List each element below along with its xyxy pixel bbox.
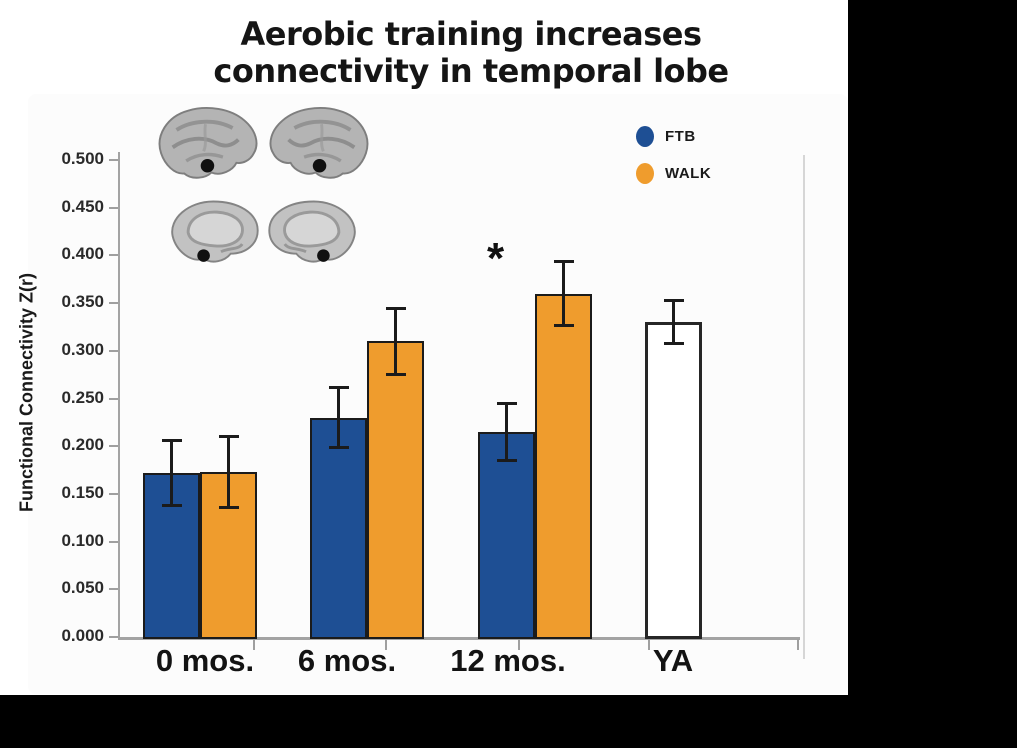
error-bar-stem	[562, 261, 565, 326]
y-tick-label: 0.400	[61, 244, 104, 264]
significance-asterisk: *	[487, 234, 505, 283]
error-bar-cap-bottom	[385, 372, 406, 376]
bar-walk-0mos	[200, 471, 257, 639]
y-tickmark	[109, 206, 118, 209]
y-tick-label: 0.350	[61, 292, 104, 312]
y-tick-label: 0.200	[61, 435, 104, 455]
bar-ya-YA	[645, 322, 702, 639]
y-tickmark	[109, 302, 118, 305]
error-bar-cap-top	[385, 306, 406, 310]
legend-label-walk: WALK	[665, 164, 712, 182]
x-tickmark	[385, 639, 387, 650]
error-bar-cap-bottom	[161, 504, 182, 508]
legend-item-walk: WALK	[636, 159, 711, 187]
seed-region-dot	[197, 249, 210, 262]
brain-images	[157, 106, 370, 264]
brain-lateral-right	[268, 106, 370, 180]
y-tick-label: 0.100	[61, 530, 104, 550]
y-tickmark	[109, 397, 118, 400]
y-tickmark	[109, 159, 118, 161]
x-category-label: 12 mos.	[450, 643, 566, 678]
y-tickmark	[109, 254, 118, 257]
legend-item-ftb: FTB	[636, 122, 711, 150]
ftb-swatch-icon	[636, 125, 654, 147]
x-tickmark	[648, 639, 650, 650]
x-category-label: 6 mos.	[297, 643, 397, 678]
bar-walk-12mos	[535, 293, 592, 639]
error-bar-cap-bottom	[663, 342, 684, 346]
x-tickmark	[797, 639, 799, 650]
letterbox-bottom	[0, 695, 1017, 748]
letterbox-right	[848, 0, 1017, 748]
seed-region-dot	[200, 158, 215, 173]
y-axis-title: Functional Connectivity Z(r)	[16, 273, 37, 513]
error-bar-cap-bottom	[553, 323, 574, 327]
y-tickmark	[109, 492, 118, 495]
y-tick-label: 0.500	[61, 149, 104, 168]
error-bar-stem	[505, 403, 508, 461]
y-tickmark	[109, 445, 118, 448]
error-bar-cap-top	[161, 438, 182, 442]
bar-walk-6mos	[367, 341, 424, 639]
bar-ftb-12mos	[478, 431, 535, 639]
right-frame-line	[803, 155, 805, 659]
error-bar-cap-top	[553, 260, 574, 264]
x-tickmark	[518, 639, 520, 650]
x-tickmark	[253, 639, 255, 650]
chart-title-line2: connectivity in temporal lobe	[213, 52, 729, 90]
seed-region-dot	[312, 158, 327, 173]
legend-label-ftb: FTB	[665, 127, 696, 145]
error-bar-stem	[227, 435, 230, 509]
seed-region-dot	[317, 249, 330, 262]
x-category-label: YA	[652, 643, 694, 678]
chart-title-line1: Aerobic training increases	[240, 15, 702, 53]
error-bar-cap-top	[663, 299, 684, 303]
error-bar-cap-top	[328, 386, 349, 390]
brain-lateral-left	[157, 106, 259, 180]
error-bar-stem	[337, 387, 340, 449]
error-bar-stem	[394, 307, 397, 375]
y-tick-label: 0.450	[61, 196, 104, 216]
legend: FTB WALK	[636, 122, 711, 196]
y-axis-line	[118, 152, 120, 639]
walk-swatch-icon	[636, 162, 654, 184]
y-tick-label: 0.250	[61, 387, 104, 407]
error-bar-cap-bottom	[218, 506, 239, 510]
error-bar-cap-top	[218, 434, 239, 438]
y-tick-label: 0.150	[61, 482, 104, 502]
y-tickmark	[109, 588, 118, 591]
y-tick-label: 0.300	[61, 339, 104, 359]
error-bar-cap-bottom	[496, 458, 517, 462]
y-tickmark	[109, 349, 118, 352]
brain-medial-left	[170, 200, 260, 264]
x-category-label: 0 mos.	[155, 643, 255, 678]
x-axis-line	[118, 637, 800, 640]
brain-medial-right	[267, 200, 357, 264]
y-tick-label: 0.050	[61, 578, 104, 598]
y-tickmark	[109, 540, 118, 543]
error-bar-stem	[672, 300, 675, 345]
bar-ftb-6mos	[310, 417, 367, 639]
error-bar-cap-bottom	[328, 446, 349, 450]
y-tick-label: 0.000	[61, 626, 104, 645]
error-bar-stem	[170, 439, 173, 507]
error-bar-cap-top	[496, 402, 517, 406]
y-tickmark	[109, 636, 118, 638]
chart-title: Aerobic training increases connectivity …	[90, 16, 852, 90]
